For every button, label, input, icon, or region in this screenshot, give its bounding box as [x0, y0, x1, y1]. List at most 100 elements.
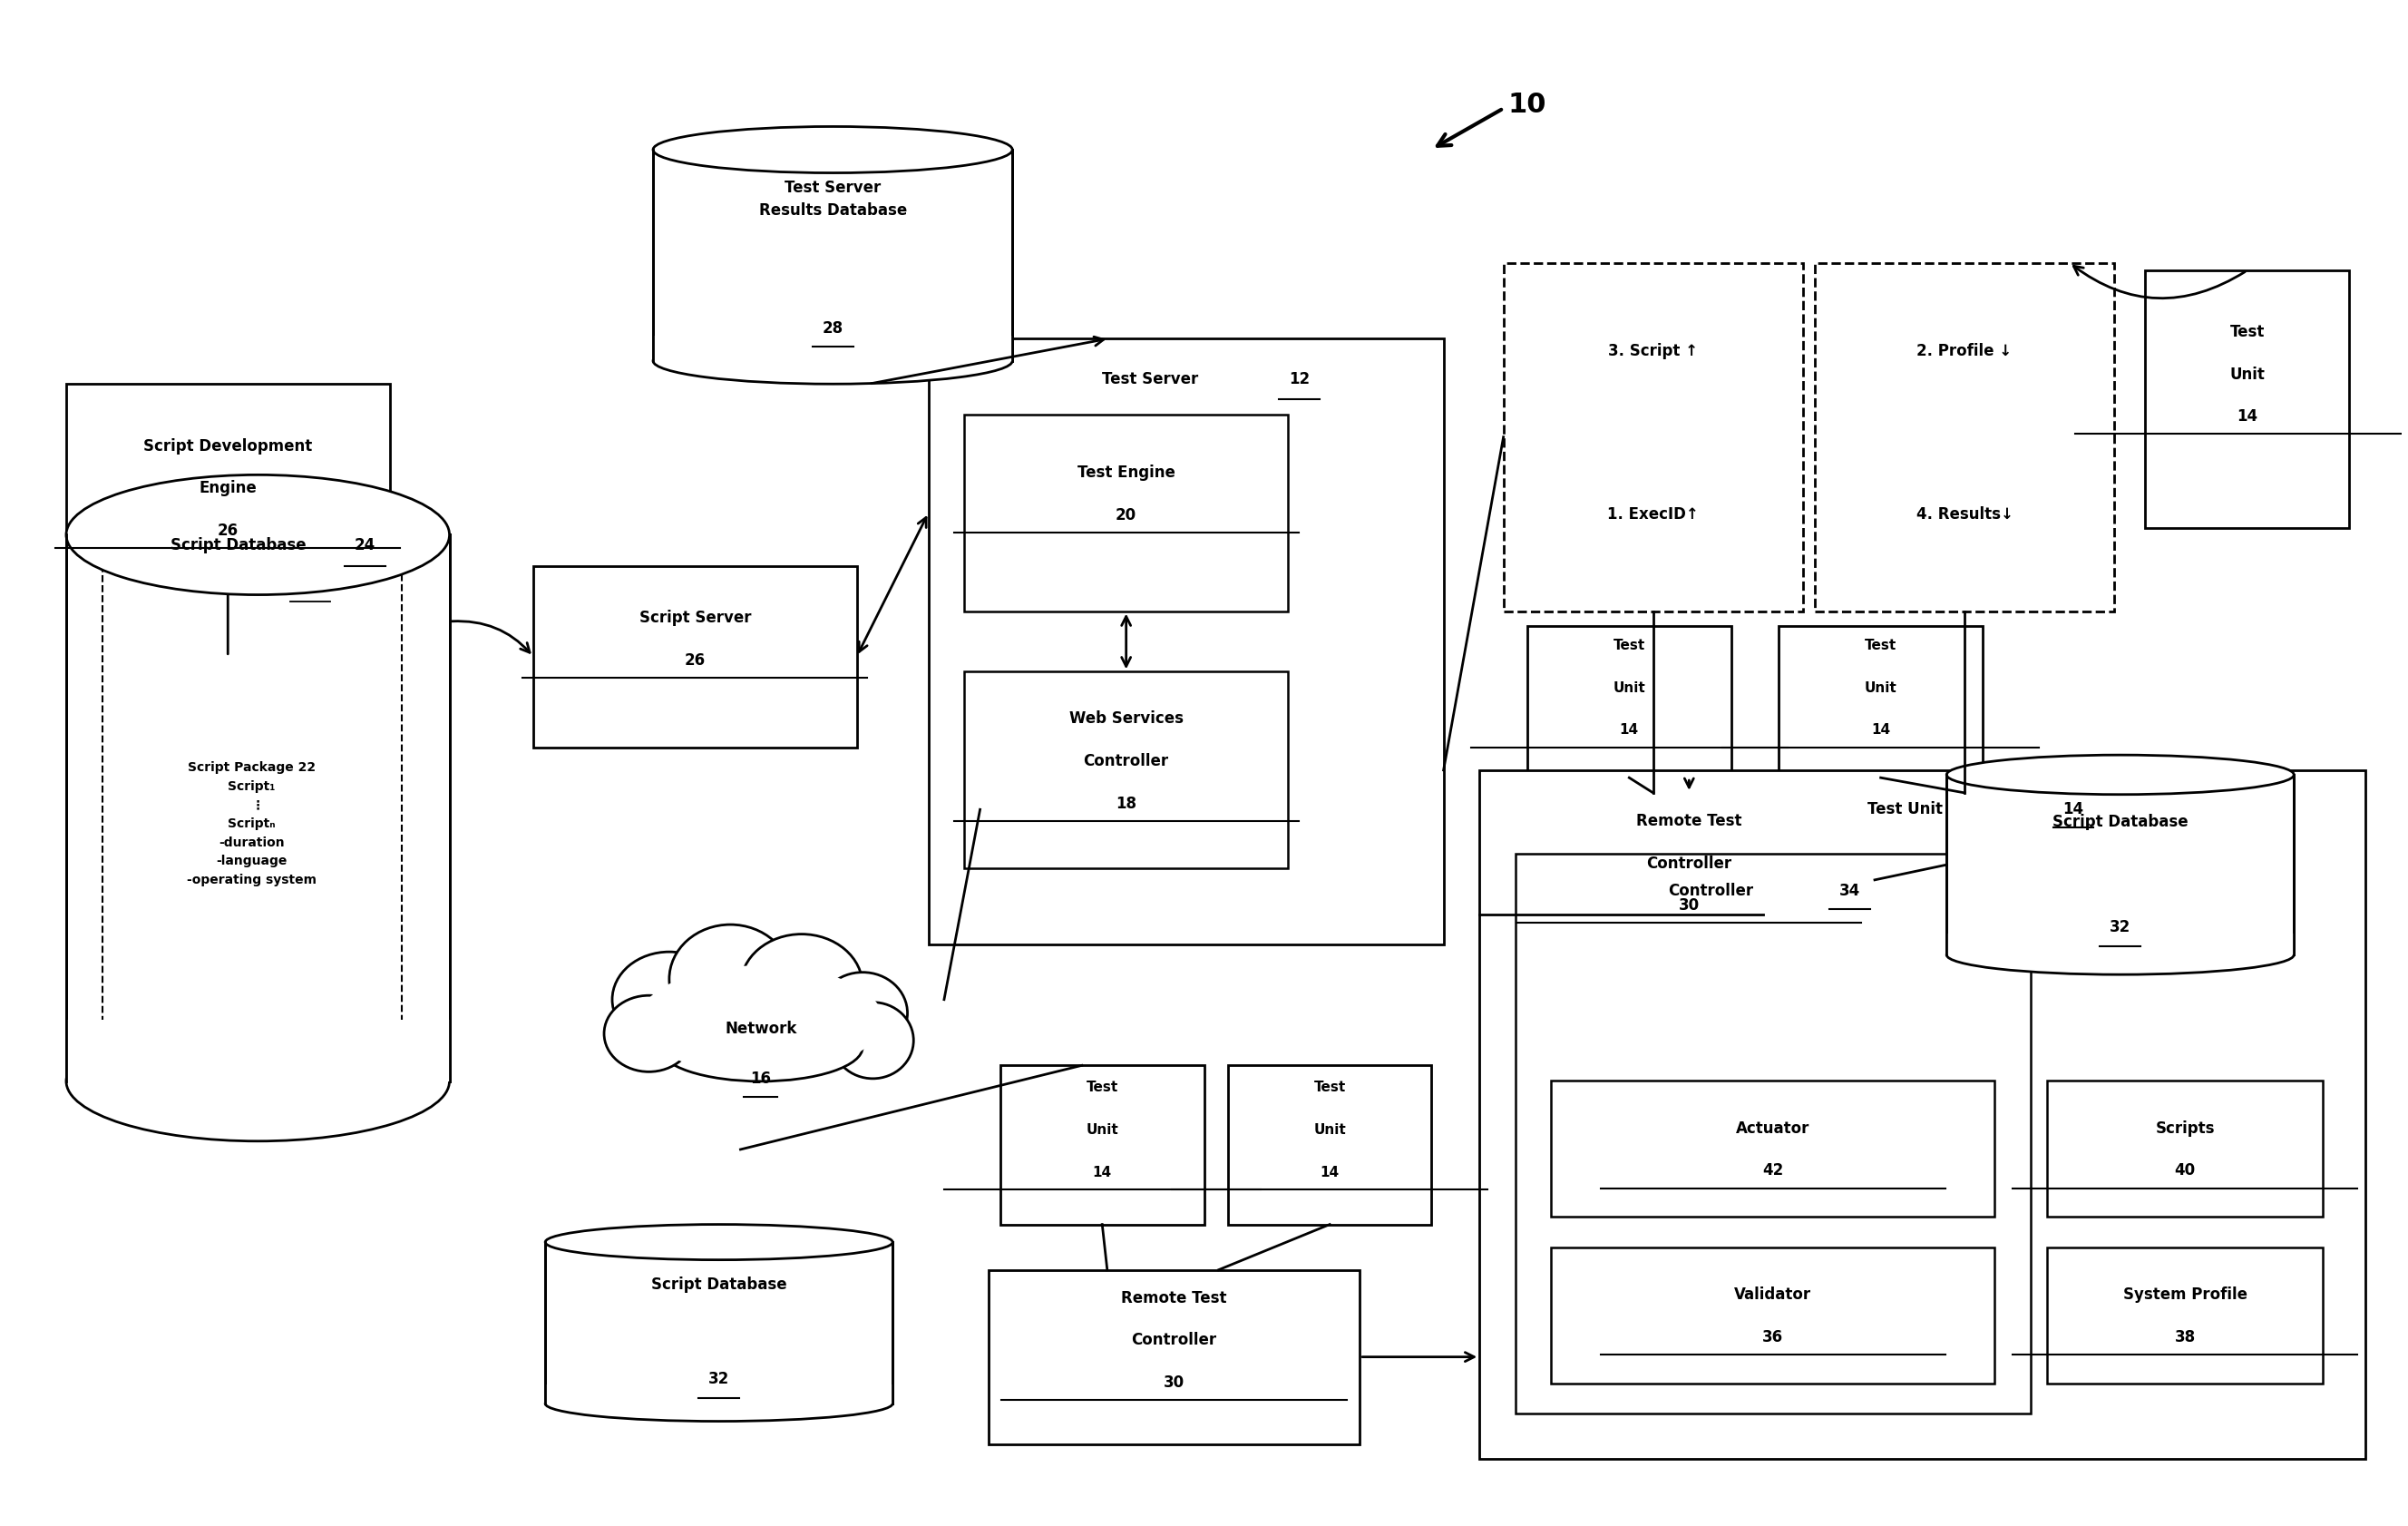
Text: 10: 10: [1507, 92, 1546, 118]
Bar: [1780, 627, 1982, 778]
Text: 2. Profile ↓: 2. Profile ↓: [1917, 342, 2013, 359]
Text: Test: Test: [1315, 1080, 1346, 1094]
Ellipse shape: [65, 1021, 450, 1141]
Text: 14: 14: [2064, 800, 2083, 816]
Ellipse shape: [1946, 935, 2295, 975]
Text: Test: Test: [1086, 1080, 1117, 1094]
Text: Controller: Controller: [1084, 752, 1168, 769]
Text: Controller: Controller: [1647, 855, 1731, 871]
Text: 18: 18: [1115, 795, 1137, 812]
Bar: [544, 1384, 893, 1404]
Bar: [65, 1019, 450, 1082]
Text: Controller: Controller: [1669, 882, 1753, 899]
Text: Test Unit: Test Unit: [1866, 800, 1943, 816]
Text: Script Package 22
Script₁
   ⋮
Scriptₙ
-duration
-language
-operating system: Script Package 22 Script₁ ⋮ Scriptₙ -dur…: [188, 761, 318, 887]
Text: Scripts: Scripts: [2155, 1120, 2215, 1135]
Text: 32: 32: [708, 1370, 730, 1386]
Ellipse shape: [819, 972, 908, 1054]
Text: Unit: Unit: [1613, 681, 1645, 694]
Text: 14: 14: [1093, 1164, 1112, 1178]
Text: 16: 16: [751, 1070, 771, 1087]
Ellipse shape: [653, 127, 1011, 174]
Bar: [101, 543, 402, 1103]
Text: 30: 30: [1678, 897, 1700, 914]
Text: 40: 40: [2174, 1161, 2196, 1178]
Bar: [2146, 272, 2348, 528]
Text: Network: Network: [725, 1019, 797, 1036]
Text: 28: 28: [821, 320, 843, 336]
Ellipse shape: [65, 476, 450, 595]
Bar: [1551, 1080, 1994, 1218]
Text: 32: 32: [2109, 919, 2131, 935]
Bar: [966, 671, 1288, 868]
Text: 26: 26: [217, 522, 238, 539]
Text: Script Server: Script Server: [638, 609, 751, 626]
Text: 38: 38: [2174, 1329, 2196, 1344]
Ellipse shape: [833, 1003, 913, 1079]
Bar: [1479, 771, 2365, 1459]
Text: Script Database: Script Database: [650, 1276, 787, 1293]
Bar: [653, 151, 1011, 362]
Text: 1. ExecID↑: 1. ExecID↑: [1609, 507, 1698, 522]
Text: Engine: Engine: [200, 481, 258, 496]
Bar: [1515, 855, 2030, 1413]
Text: 3. Script ↑: 3. Script ↑: [1609, 342, 1698, 359]
Ellipse shape: [638, 966, 884, 1074]
Text: Remote Test: Remote Test: [1122, 1289, 1228, 1305]
Text: 14: 14: [1871, 723, 1890, 737]
Ellipse shape: [669, 925, 792, 1035]
Bar: [653, 337, 1011, 362]
Bar: [1946, 934, 2295, 955]
Ellipse shape: [612, 952, 727, 1047]
Text: 4. Results↓: 4. Results↓: [1917, 507, 2013, 522]
Bar: [1816, 264, 2114, 612]
Text: Web Services: Web Services: [1069, 710, 1182, 726]
Text: Test Engine: Test Engine: [1076, 464, 1175, 481]
Ellipse shape: [742, 934, 862, 1038]
Text: Script Development: Script Development: [144, 438, 313, 453]
Bar: [1946, 775, 2295, 955]
Bar: [1503, 264, 1804, 612]
Ellipse shape: [660, 1013, 862, 1082]
Text: 14: 14: [1621, 723, 1640, 737]
Bar: [544, 1242, 893, 1404]
Text: Unit: Unit: [1312, 1123, 1346, 1135]
Text: 26: 26: [684, 652, 706, 668]
Text: 20: 20: [1115, 507, 1137, 523]
Bar: [1551, 1247, 1994, 1384]
Ellipse shape: [604, 996, 694, 1073]
Bar: [999, 1065, 1204, 1224]
Text: Script Database: Script Database: [171, 537, 306, 554]
Text: 14: 14: [1320, 1164, 1339, 1178]
Text: Unit: Unit: [1086, 1123, 1117, 1135]
Text: 14: 14: [2237, 409, 2259, 424]
Text: Unit: Unit: [2230, 366, 2266, 382]
Text: Remote Test: Remote Test: [1637, 812, 1741, 829]
Bar: [966, 415, 1288, 612]
Text: Script Database: Script Database: [2052, 813, 2189, 830]
Text: 36: 36: [1763, 1329, 1784, 1344]
Text: 12: 12: [1288, 371, 1310, 386]
Text: Unit: Unit: [1864, 681, 1898, 694]
Text: Validator: Validator: [1734, 1286, 1811, 1302]
Bar: [532, 566, 857, 748]
Text: 34: 34: [1840, 882, 1861, 899]
Text: 42: 42: [1763, 1161, 1784, 1178]
Text: Test Server: Test Server: [1103, 371, 1199, 386]
Ellipse shape: [653, 339, 1011, 385]
Bar: [1527, 627, 1731, 778]
Bar: [1503, 794, 1876, 967]
Bar: [929, 339, 1442, 945]
Bar: [987, 1270, 1361, 1444]
Text: Test: Test: [2230, 324, 2264, 340]
Text: 24: 24: [354, 537, 376, 554]
Bar: [65, 385, 390, 658]
Ellipse shape: [544, 1386, 893, 1421]
Bar: [2047, 1080, 2324, 1218]
Text: Test Server
Results Database: Test Server Results Database: [759, 180, 908, 218]
Text: Controller: Controller: [1132, 1332, 1216, 1347]
Text: 30: 30: [1163, 1373, 1185, 1390]
Text: System Profile: System Profile: [2124, 1286, 2247, 1302]
Ellipse shape: [1946, 755, 2295, 795]
Ellipse shape: [544, 1224, 893, 1260]
